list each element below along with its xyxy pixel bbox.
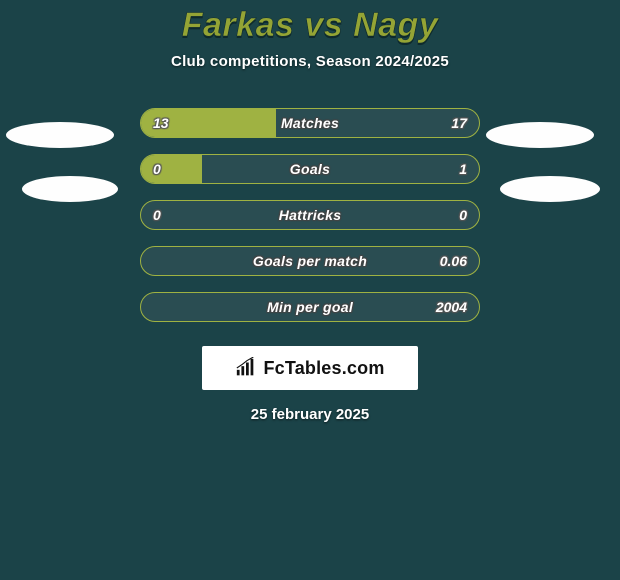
- stat-label: Min per goal: [141, 293, 479, 321]
- stat-value-left: 13: [153, 109, 169, 137]
- stat-row: Matches13 17: [0, 100, 620, 146]
- stat-bar: Goals0 1: [140, 154, 480, 184]
- stat-row: Hattricks0 0: [0, 192, 620, 238]
- chart-icon: [235, 357, 257, 379]
- stat-bar: Goals per match0.06: [140, 246, 480, 276]
- stat-row: Min per goal2004: [0, 284, 620, 330]
- stat-bar: Hattricks0 0: [140, 200, 480, 230]
- footer-date: 25 february 2025: [0, 406, 620, 423]
- stat-bar: Min per goal2004: [140, 292, 480, 322]
- brand-text: FcTables.com: [263, 358, 384, 379]
- stat-value-right: 0: [459, 201, 467, 229]
- stat-label: Matches: [141, 109, 479, 137]
- page-title: Farkas vs Nagy: [0, 6, 620, 45]
- stat-label: Goals: [141, 155, 479, 183]
- stat-value-left: 0: [153, 155, 161, 183]
- stat-value-right: 0.06: [440, 247, 467, 275]
- brand-logo[interactable]: FcTables.com: [202, 346, 418, 390]
- stat-value-right: 17: [451, 109, 467, 137]
- stats-container: Matches1317Goals01Hattricks00Goals per m…: [0, 100, 620, 330]
- stat-label: Hattricks: [141, 201, 479, 229]
- stat-label: Goals per match: [141, 247, 479, 275]
- stat-value-right: 2004: [436, 293, 467, 321]
- stat-value-left: 0: [153, 201, 161, 229]
- stat-bar: Matches13 17: [140, 108, 480, 138]
- stat-row: Goals0 1: [0, 146, 620, 192]
- stat-row: Goals per match0.06: [0, 238, 620, 284]
- comparison-card: Farkas vs Nagy Club competitions, Season…: [0, 0, 620, 580]
- stat-value-right: 1: [459, 155, 467, 183]
- page-subtitle: Club competitions, Season 2024/2025: [0, 53, 620, 70]
